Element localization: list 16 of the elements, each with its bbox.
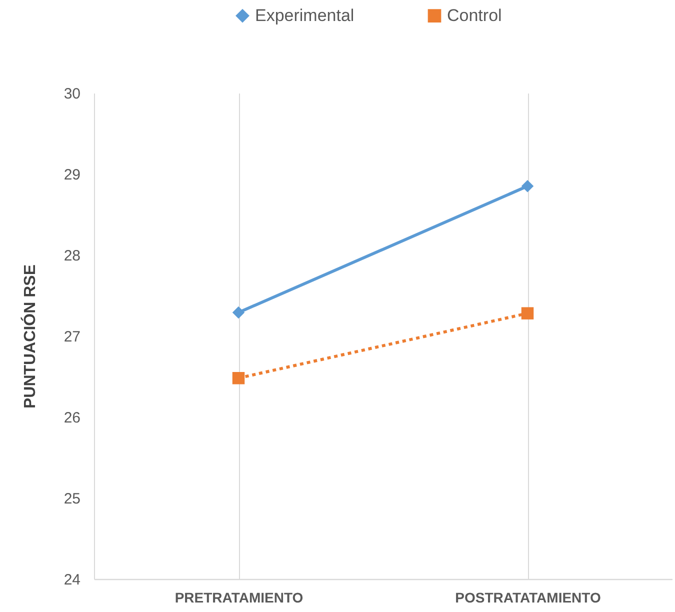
legend-label: Experimental xyxy=(255,6,354,25)
y-tick-label: 24 xyxy=(64,572,80,588)
y-tick-label: 26 xyxy=(64,410,80,426)
point xyxy=(232,306,245,319)
y-tick-label: 28 xyxy=(64,248,80,264)
y-tick-label: 27 xyxy=(64,328,80,346)
y-axis-title: PUNTUACIÓN RSE xyxy=(20,264,39,409)
y-tick-label: 25 xyxy=(64,490,80,508)
y-tick-label: 29 xyxy=(64,166,80,184)
legend-label: Control xyxy=(447,6,502,25)
point xyxy=(521,180,534,192)
point xyxy=(521,307,534,320)
x-tick-label: POSTRATATAMIENTO xyxy=(455,590,601,606)
y-tick-label: 30 xyxy=(64,86,80,102)
x-tick-label: PRETRATAMIENTO xyxy=(174,590,304,606)
point xyxy=(232,372,245,384)
